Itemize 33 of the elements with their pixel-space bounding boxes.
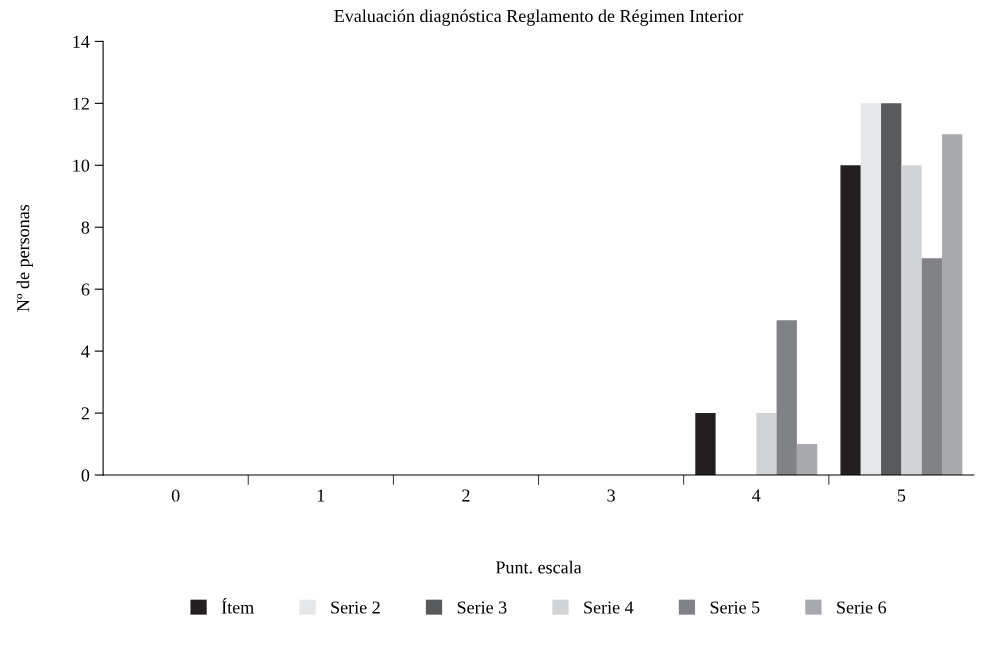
y-tick-label: 4 (81, 345, 90, 358)
x-axis-title: Punt. escala (495, 560, 582, 574)
x-tick-label: 0 (171, 489, 180, 502)
legend-label: Ítem (221, 597, 254, 614)
bar (840, 165, 861, 476)
y-tick-label: 12 (73, 97, 89, 110)
x-tick-label: 3 (607, 489, 615, 502)
bar (881, 103, 902, 476)
y-tick-label: 2 (81, 407, 89, 420)
chart-title: Evaluación diagnóstica Reglamento de Régimen Interior (334, 9, 744, 26)
y-tick-label: 0 (81, 469, 90, 482)
bar (756, 413, 777, 476)
y-tick-label: 6 (81, 283, 90, 296)
legend-label: Serie 2 (331, 601, 380, 614)
bar (942, 134, 963, 476)
x-tick-label: 5 (897, 489, 906, 502)
legend-label: Serie 4 (584, 601, 634, 614)
legend-label: Serie 3 (457, 601, 507, 614)
y-tick-label: 8 (81, 221, 90, 234)
y-axis-title: Nº de personas (16, 204, 33, 312)
bar (776, 320, 797, 476)
x-tick-label: 1 (317, 489, 325, 502)
bar (695, 413, 716, 476)
bar (796, 444, 818, 476)
x-tick-label: 4 (752, 489, 761, 502)
x-tick-label: 2 (462, 489, 470, 502)
bar (921, 258, 943, 476)
y-tick-label: 10 (73, 159, 90, 172)
legend-label: Serie 6 (837, 601, 887, 614)
bar (901, 165, 922, 476)
bar (860, 103, 882, 476)
y-tick-label: 14 (73, 35, 90, 48)
legend-label: Serie 5 (710, 601, 760, 614)
